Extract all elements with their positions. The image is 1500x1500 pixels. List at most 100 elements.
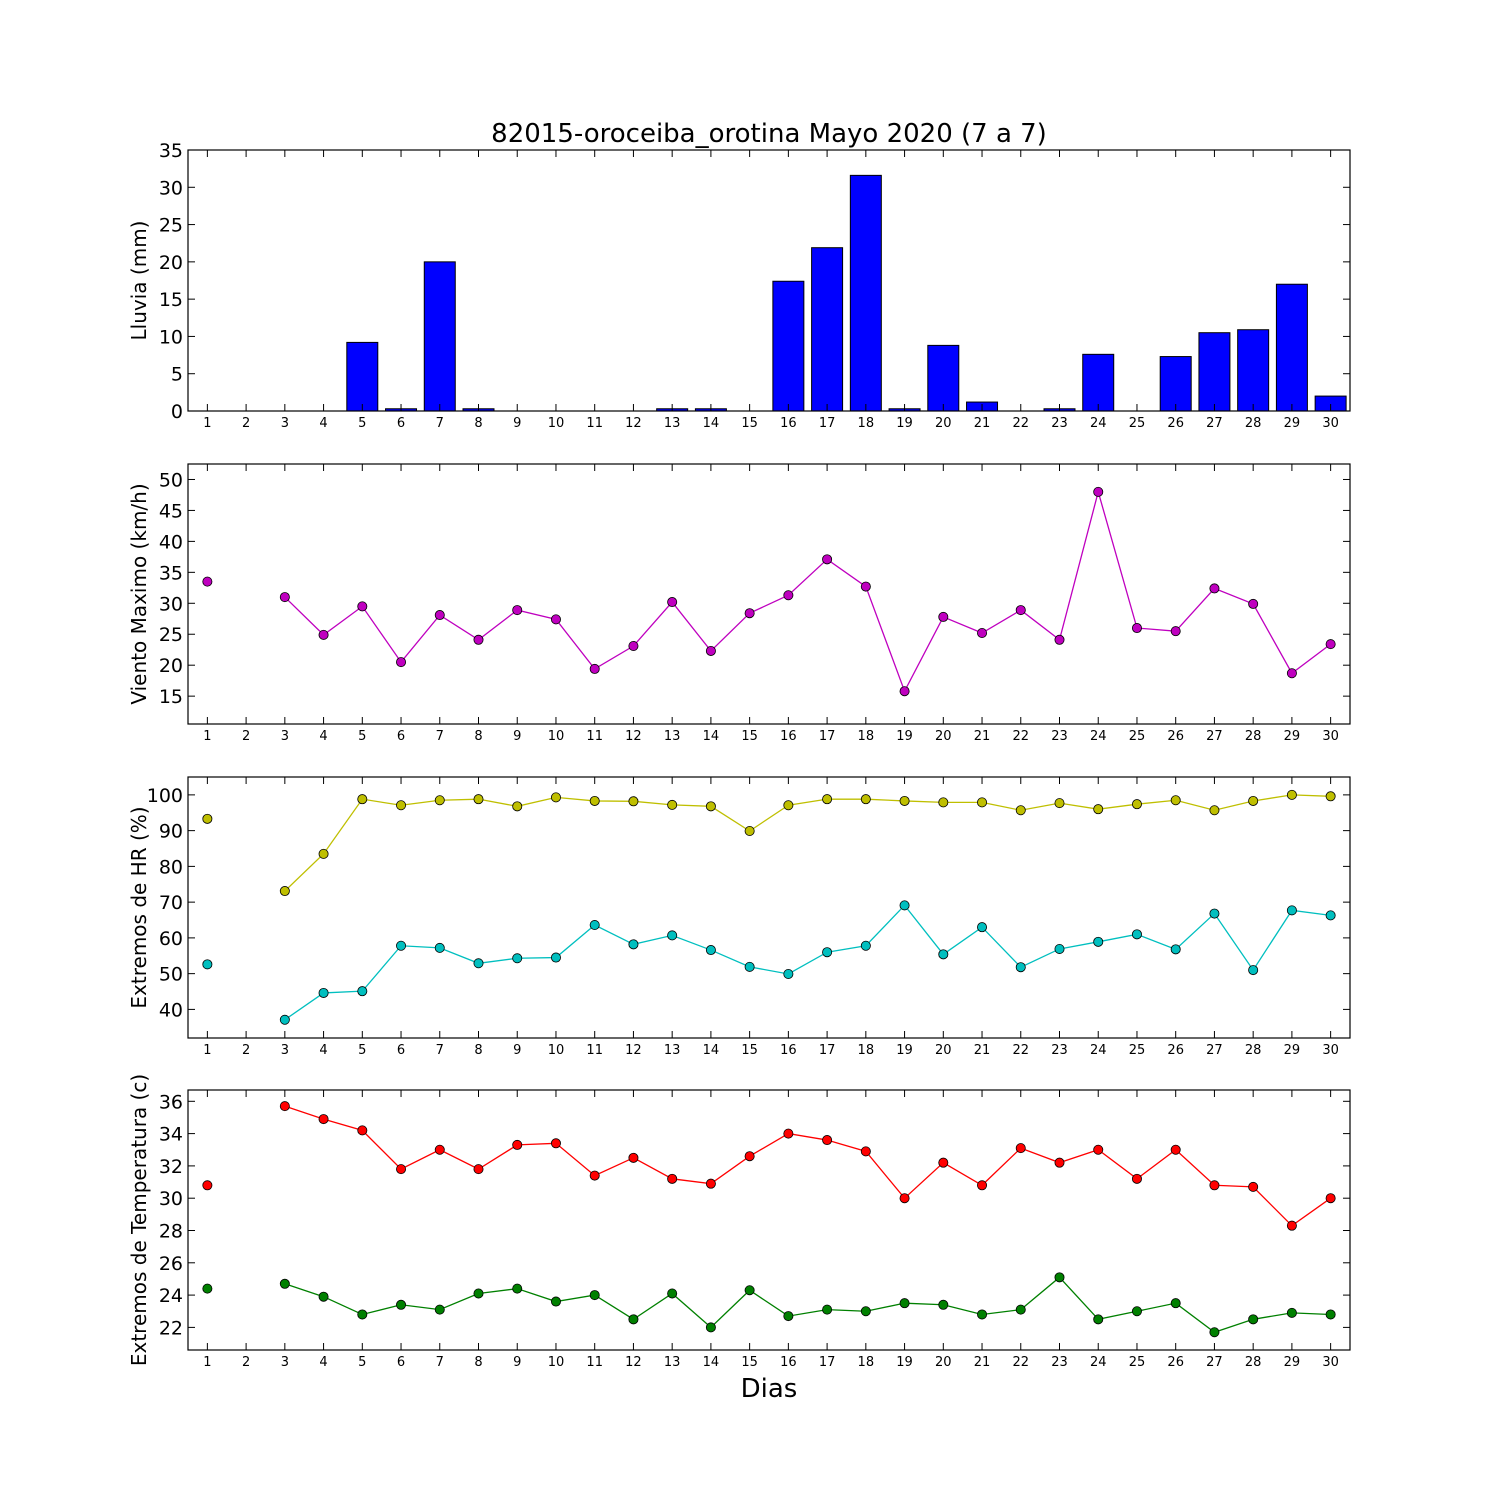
temp-xtick-label: 26 — [1167, 1355, 1184, 1370]
temp-point — [822, 1304, 833, 1315]
temp-point — [860, 1306, 871, 1317]
rain-xtick-label: 26 — [1167, 416, 1184, 431]
chart-title: 82015-oroceiba_orotina Mayo 2020 (7 a 7) — [491, 119, 1047, 149]
hr-xtick-label: 13 — [664, 1043, 681, 1058]
rain-xtick-label: 8 — [474, 416, 482, 431]
hr-point — [744, 961, 755, 972]
hr-xtick-label: 15 — [741, 1043, 758, 1058]
hr-point — [589, 795, 600, 806]
hr-y-axis-label: Extremos de HR (%) — [127, 806, 151, 1008]
temp-ytick-label: 26 — [159, 1253, 183, 1275]
wind-point — [1209, 583, 1220, 594]
wind-point — [434, 610, 445, 621]
temp-point — [589, 1290, 600, 1301]
wind-point — [744, 608, 755, 619]
temp-point — [783, 1128, 794, 1139]
wind-point — [550, 614, 561, 625]
hr-plot-frame — [187, 776, 1351, 1039]
wind-xtick-label: 14 — [703, 729, 720, 744]
temp-plot-frame — [187, 1089, 1351, 1351]
wind-xtick-label: 11 — [586, 729, 603, 744]
wind-point — [1093, 486, 1104, 497]
temp-xtick-label: 8 — [474, 1355, 482, 1370]
hr-xtick-label: 11 — [586, 1043, 603, 1058]
wind-point — [628, 641, 639, 652]
hr-xtick-label: 27 — [1206, 1043, 1223, 1058]
temp-xtick-label: 4 — [319, 1355, 327, 1370]
temp-ytick-label: 28 — [159, 1220, 183, 1242]
temp-point — [473, 1164, 484, 1175]
wind-point — [860, 581, 871, 592]
rain-xtick-label: 27 — [1206, 416, 1223, 431]
wind-point — [1248, 598, 1259, 609]
hr-ytick-label: 100 — [147, 785, 183, 807]
wind-xtick-label: 27 — [1206, 729, 1223, 744]
temp-ytick-label: 24 — [159, 1285, 183, 1307]
temp-point — [589, 1170, 600, 1181]
rain-xtick-label: 28 — [1245, 416, 1262, 431]
hr-point — [434, 942, 445, 953]
temp-point — [1325, 1193, 1336, 1204]
hr-series-line — [284, 904, 1331, 1021]
rain-bar — [772, 280, 805, 412]
hr-point — [783, 800, 794, 811]
temp-point — [1054, 1272, 1065, 1283]
rain-xtick-label: 14 — [703, 416, 720, 431]
hr-point — [1248, 965, 1259, 976]
wind-point — [783, 590, 794, 601]
wind-xtick-label: 17 — [819, 729, 836, 744]
wind-xtick-label: 8 — [474, 729, 482, 744]
hr-point — [1093, 936, 1104, 947]
rain-bar — [346, 341, 379, 412]
temp-xtick-label: 22 — [1012, 1355, 1029, 1370]
wind-point — [1054, 634, 1065, 645]
hr-point — [1170, 795, 1181, 806]
temp-point — [1170, 1298, 1181, 1309]
temp-point — [1209, 1180, 1220, 1191]
wind-xtick-label: 13 — [664, 729, 681, 744]
temp-point — [977, 1180, 988, 1191]
hr-point — [550, 792, 561, 803]
temp-point — [434, 1144, 445, 1155]
rain-xtick-label: 11 — [586, 416, 603, 431]
temp-point — [667, 1173, 678, 1184]
hr-xtick-label: 14 — [703, 1043, 720, 1058]
hr-point — [1209, 805, 1220, 816]
temp-point — [1093, 1144, 1104, 1155]
temp-xtick-label: 25 — [1129, 1355, 1146, 1370]
temp-xtick-label: 1 — [203, 1355, 211, 1370]
wind-point — [589, 663, 600, 674]
temp-xtick-label: 16 — [780, 1355, 797, 1370]
rain-xtick-label: 10 — [548, 416, 565, 431]
hr-point — [860, 940, 871, 951]
wind-point — [473, 634, 484, 645]
hr-xtick-label: 3 — [281, 1043, 289, 1058]
hr-xtick-label: 28 — [1245, 1043, 1262, 1058]
wind-xtick-label: 16 — [780, 729, 797, 744]
hr-point — [822, 947, 833, 958]
hr-point — [1131, 799, 1142, 810]
rain-bar — [1237, 329, 1270, 412]
rain-xtick-label: 22 — [1012, 416, 1029, 431]
temp-xtick-label: 29 — [1284, 1355, 1301, 1370]
wind-point — [396, 657, 407, 668]
hr-point — [512, 801, 523, 812]
hr-series-line — [284, 794, 1331, 892]
wind-xtick-label: 20 — [935, 729, 952, 744]
rain-xtick-label: 21 — [974, 416, 991, 431]
hr-ytick-label: 50 — [159, 964, 183, 986]
hr-xtick-label: 30 — [1322, 1043, 1339, 1058]
rain-xtick-label: 17 — [819, 416, 836, 431]
wind-xtick-label: 19 — [896, 729, 913, 744]
hr-point — [1325, 910, 1336, 921]
rain-xtick-label: 7 — [436, 416, 444, 431]
wind-point — [279, 592, 290, 603]
hr-xtick-label: 9 — [513, 1043, 521, 1058]
temp-point — [1286, 1220, 1297, 1231]
hr-xtick-label: 22 — [1012, 1043, 1029, 1058]
hr-point — [1325, 791, 1336, 802]
